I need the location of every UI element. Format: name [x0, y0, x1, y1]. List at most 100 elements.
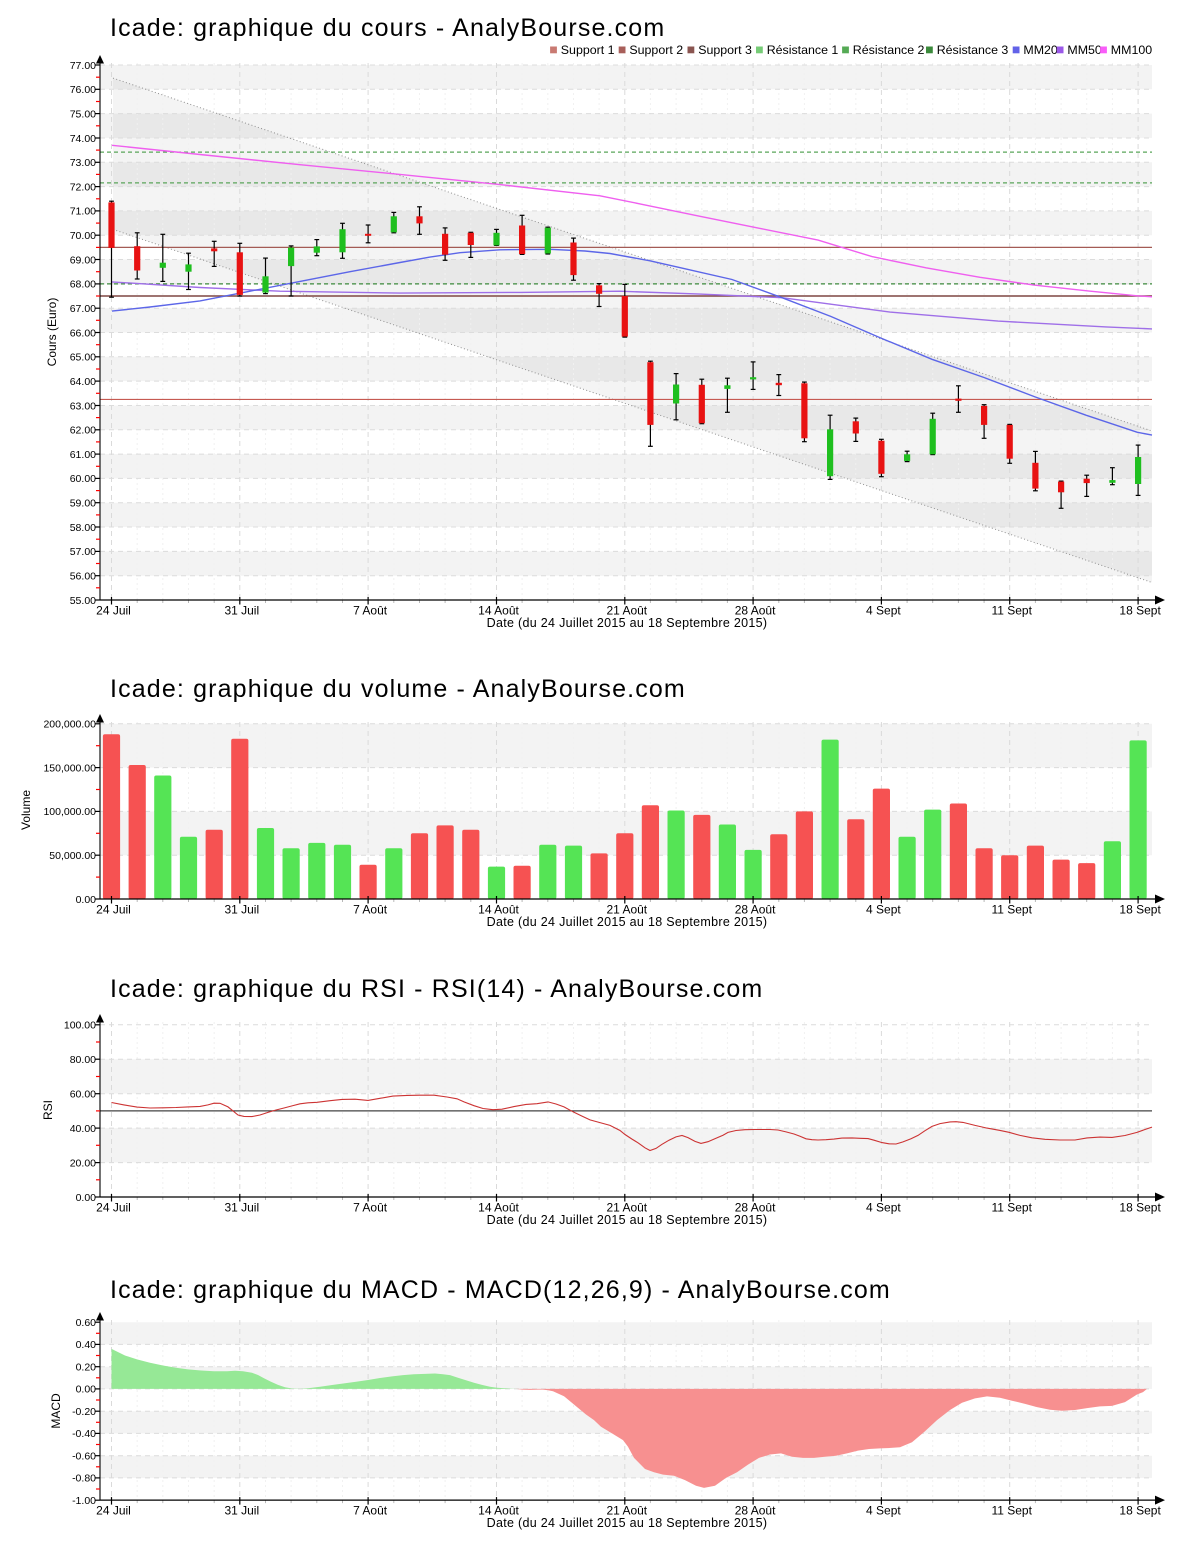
- svg-text:18 Sept: 18 Sept: [1119, 903, 1161, 917]
- svg-text:Date (du 24 Juillet 2015 au 18: Date (du 24 Juillet 2015 au 18 Septembre…: [487, 915, 768, 929]
- svg-text:40.00: 40.00: [70, 1123, 96, 1135]
- svg-text:60.00: 60.00: [70, 1089, 96, 1101]
- svg-text:14 Août: 14 Août: [478, 1201, 519, 1215]
- svg-text:Icade: graphique du volume - A: Icade: graphique du volume - AnalyBourse…: [110, 675, 686, 703]
- svg-text:28 Août: 28 Août: [735, 604, 776, 618]
- svg-text:21 Août: 21 Août: [606, 1504, 647, 1518]
- svg-text:11 Sept: 11 Sept: [991, 903, 1032, 917]
- svg-text:11 Sept: 11 Sept: [991, 1201, 1032, 1215]
- svg-text:24 Juil: 24 Juil: [96, 604, 131, 618]
- svg-text:21 Août: 21 Août: [606, 903, 647, 917]
- svg-text:74.00: 74.00: [70, 133, 96, 145]
- svg-text:31 Juil: 31 Juil: [224, 1504, 259, 1518]
- svg-text:77.00: 77.00: [70, 60, 96, 72]
- svg-text:Résistance 3: Résistance 3: [937, 43, 1009, 57]
- svg-text:Icade: graphique du cours - An: Icade: graphique du cours - AnalyBourse.…: [110, 14, 665, 42]
- svg-text:0.60: 0.60: [76, 1317, 97, 1329]
- svg-text:14 Août: 14 Août: [478, 604, 519, 618]
- svg-text:MM20: MM20: [1023, 43, 1058, 57]
- svg-text:31 Juil: 31 Juil: [224, 604, 259, 618]
- svg-text:-0.20: -0.20: [72, 1406, 96, 1418]
- svg-text:Icade: graphique du RSI - RSI(: Icade: graphique du RSI - RSI(14) - Anal…: [110, 975, 763, 1003]
- svg-text:76.00: 76.00: [70, 84, 96, 96]
- svg-text:31 Juil: 31 Juil: [224, 1201, 259, 1215]
- svg-text:0.40: 0.40: [76, 1339, 97, 1351]
- svg-text:Volume: Volume: [19, 790, 33, 830]
- svg-text:55.00: 55.00: [70, 595, 96, 607]
- svg-text:0.00: 0.00: [76, 894, 97, 906]
- svg-text:0.00: 0.00: [76, 1192, 97, 1204]
- svg-text:70.00: 70.00: [70, 230, 96, 242]
- svg-text:28 Août: 28 Août: [735, 1201, 776, 1215]
- svg-text:18 Sept: 18 Sept: [1119, 604, 1161, 618]
- svg-text:14 Août: 14 Août: [478, 1504, 519, 1518]
- svg-text:200,000.00: 200,000.00: [43, 719, 96, 731]
- svg-text:28 Août: 28 Août: [735, 1504, 776, 1518]
- svg-text:61.00: 61.00: [70, 449, 96, 461]
- svg-text:7 Août: 7 Août: [353, 1504, 388, 1518]
- svg-text:4 Sept: 4 Sept: [866, 604, 901, 618]
- svg-text:66.00: 66.00: [70, 327, 96, 339]
- svg-text:11 Sept: 11 Sept: [991, 1504, 1032, 1518]
- svg-text:24 Juil: 24 Juil: [96, 903, 131, 917]
- svg-text:67.00: 67.00: [70, 303, 96, 315]
- svg-text:4 Sept: 4 Sept: [866, 1201, 901, 1215]
- svg-text:4 Sept: 4 Sept: [866, 903, 901, 917]
- svg-text:62.00: 62.00: [70, 425, 96, 437]
- svg-text:100.00: 100.00: [64, 1020, 96, 1032]
- svg-text:18 Sept: 18 Sept: [1119, 1504, 1161, 1518]
- svg-text:0.20: 0.20: [76, 1362, 97, 1374]
- svg-text:Date (du 24 Juillet 2015 au 18: Date (du 24 Juillet 2015 au 18 Septembre…: [487, 1213, 768, 1227]
- svg-text:71.00: 71.00: [70, 206, 96, 218]
- svg-text:68.00: 68.00: [70, 279, 96, 291]
- svg-text:RSI: RSI: [41, 1100, 55, 1120]
- svg-text:11 Sept: 11 Sept: [991, 604, 1032, 618]
- svg-text:50,000.00: 50,000.00: [49, 850, 96, 862]
- svg-text:0.00: 0.00: [76, 1384, 97, 1396]
- svg-text:Icade: graphique du MACD - MAC: Icade: graphique du MACD - MACD(12,26,9)…: [110, 1276, 891, 1304]
- svg-text:Support 3: Support 3: [698, 43, 752, 57]
- svg-text:31 Juil: 31 Juil: [224, 903, 259, 917]
- svg-text:75.00: 75.00: [70, 108, 96, 120]
- svg-text:24 Juil: 24 Juil: [96, 1201, 131, 1215]
- svg-text:MM50: MM50: [1067, 43, 1102, 57]
- svg-text:Date (du 24 Juillet 2015 au 18: Date (du 24 Juillet 2015 au 18 Septembre…: [487, 1516, 768, 1530]
- svg-text:73.00: 73.00: [70, 157, 96, 169]
- svg-text:7 Août: 7 Août: [353, 1201, 388, 1215]
- svg-text:18 Sept: 18 Sept: [1119, 1201, 1161, 1215]
- svg-text:7 Août: 7 Août: [353, 903, 388, 917]
- svg-text:-1.00: -1.00: [72, 1495, 96, 1507]
- svg-text:Support 1: Support 1: [561, 43, 615, 57]
- svg-text:Support 2: Support 2: [629, 43, 683, 57]
- svg-text:80.00: 80.00: [70, 1054, 96, 1066]
- svg-text:56.00: 56.00: [70, 571, 96, 583]
- svg-text:MACD: MACD: [49, 1393, 63, 1429]
- svg-text:-0.60: -0.60: [72, 1451, 96, 1463]
- svg-text:Date (du 24 Juillet 2015 au 18: Date (du 24 Juillet 2015 au 18 Septembre…: [487, 616, 768, 630]
- svg-text:Résistance 2: Résistance 2: [853, 43, 925, 57]
- svg-text:20.00: 20.00: [70, 1157, 96, 1169]
- svg-text:69.00: 69.00: [70, 254, 96, 266]
- svg-text:150,000.00: 150,000.00: [43, 762, 96, 774]
- svg-text:72.00: 72.00: [70, 181, 96, 193]
- svg-text:Cours (Euro): Cours (Euro): [45, 298, 59, 367]
- svg-text:65.00: 65.00: [70, 352, 96, 364]
- svg-text:Résistance 1: Résistance 1: [767, 43, 839, 57]
- svg-text:-0.80: -0.80: [72, 1473, 96, 1485]
- svg-text:21 Août: 21 Août: [606, 604, 647, 618]
- svg-text:28 Août: 28 Août: [735, 903, 776, 917]
- svg-text:60.00: 60.00: [70, 473, 96, 485]
- svg-text:7 Août: 7 Août: [353, 604, 388, 618]
- svg-text:63.00: 63.00: [70, 400, 96, 412]
- svg-text:14 Août: 14 Août: [478, 903, 519, 917]
- svg-text:MM100: MM100: [1111, 43, 1152, 57]
- svg-text:64.00: 64.00: [70, 376, 96, 388]
- svg-text:24 Juil: 24 Juil: [96, 1504, 131, 1518]
- svg-text:-0.40: -0.40: [72, 1428, 96, 1440]
- svg-text:57.00: 57.00: [70, 546, 96, 558]
- svg-text:58.00: 58.00: [70, 522, 96, 534]
- svg-text:59.00: 59.00: [70, 498, 96, 510]
- svg-text:21 Août: 21 Août: [606, 1201, 647, 1215]
- svg-text:100,000.00: 100,000.00: [43, 806, 96, 818]
- svg-text:4 Sept: 4 Sept: [866, 1504, 901, 1518]
